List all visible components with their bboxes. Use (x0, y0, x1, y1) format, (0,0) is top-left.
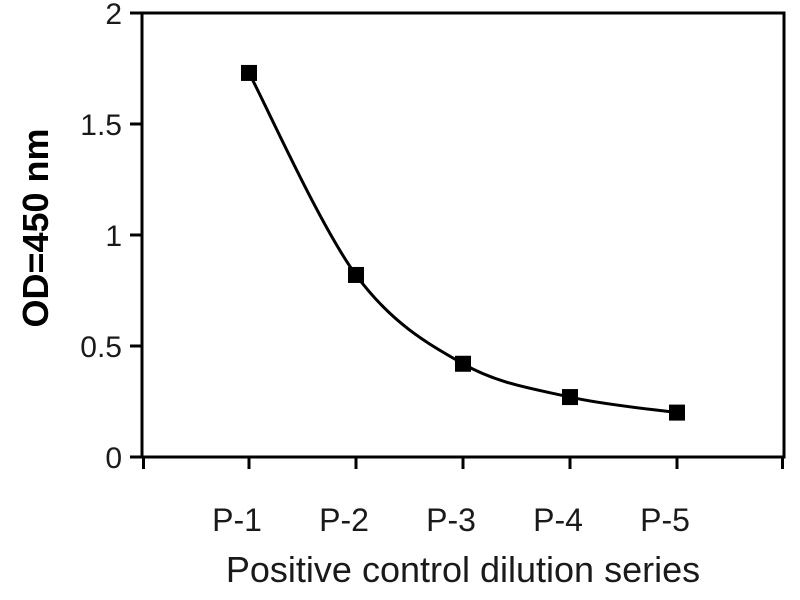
data-point-marker (348, 266, 364, 283)
y-tick-label: 2 (105, 0, 122, 31)
x-tick-label: P-1 (212, 502, 262, 538)
x-tick-label: P-5 (640, 502, 690, 538)
x-tick-label: P-3 (426, 502, 476, 538)
data-point-marker (669, 404, 685, 421)
plot-area-border (140, 11, 786, 459)
y-tick-label: 0.5 (80, 331, 122, 364)
series-line (247, 71, 679, 415)
data-point-marker (455, 355, 471, 372)
data-point-marker (241, 64, 257, 81)
x-tick-label: P-2 (319, 502, 369, 538)
y-tick-label: 1.5 (80, 109, 122, 142)
y-tick-label: 0 (105, 442, 122, 475)
data-point-marker (562, 389, 578, 406)
y-tick-label: 1 (105, 220, 122, 253)
x-axis-title: Positive control dilution series (225, 549, 701, 590)
x-tick-label: P-4 (533, 502, 583, 538)
